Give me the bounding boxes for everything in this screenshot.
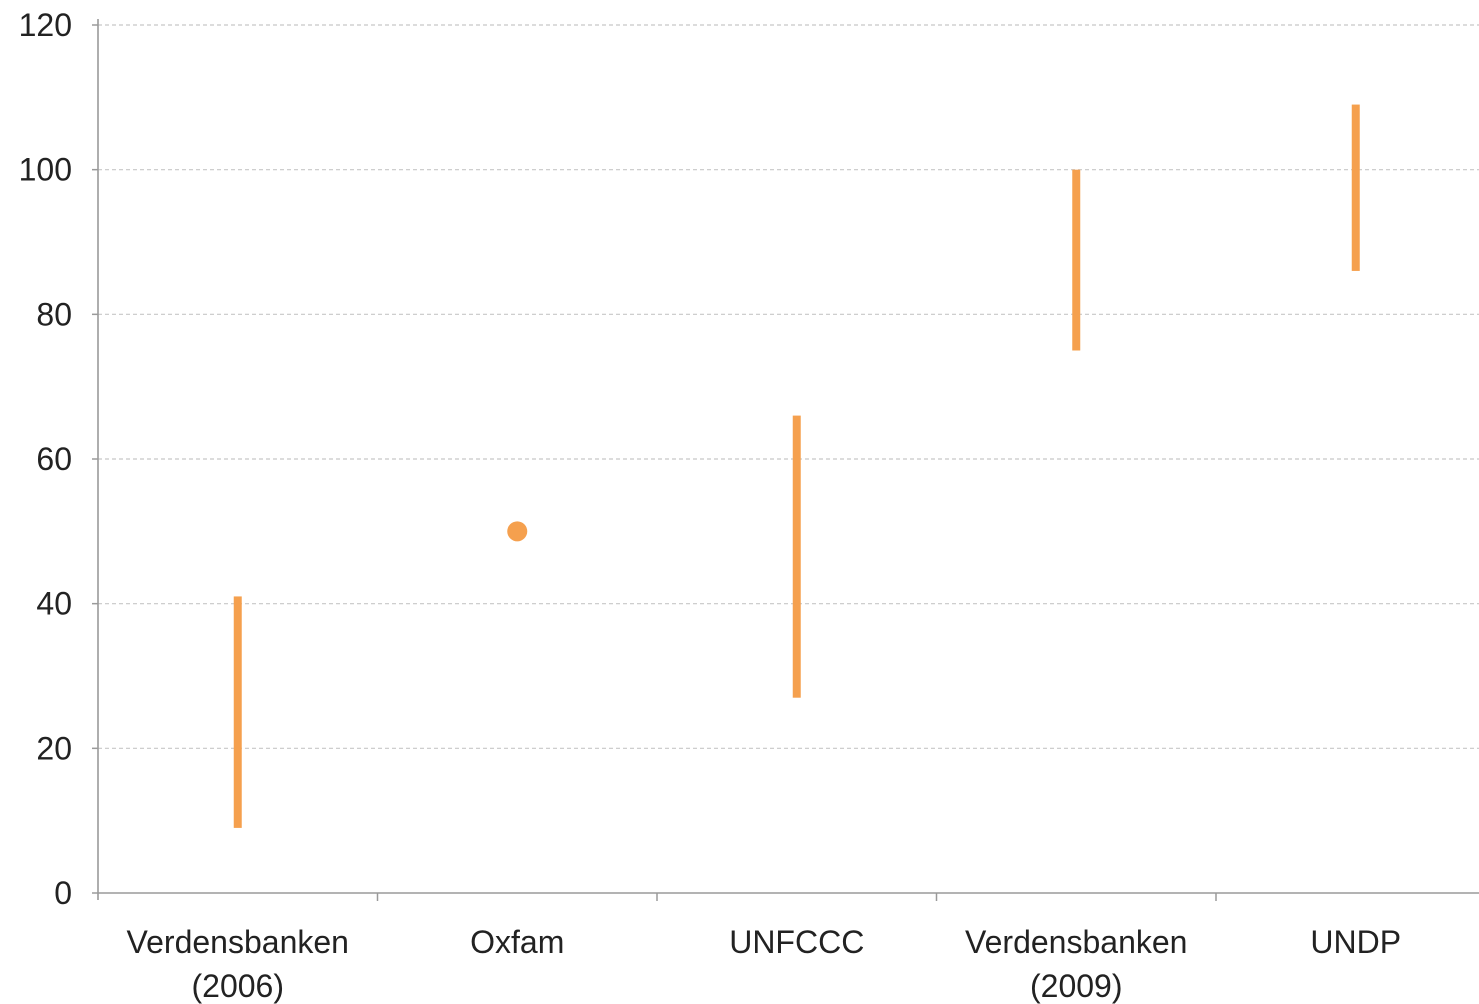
- y-tick-labels: 0 20 40 60 80 100 120: [19, 7, 72, 911]
- x-category-label: UNDP: [1310, 924, 1401, 960]
- x-category-label: UNFCCC: [729, 924, 864, 960]
- y-tick-label: 80: [36, 296, 72, 332]
- x-category-label: (2006): [192, 968, 285, 1004]
- x-category-label: Oxfam: [470, 924, 564, 960]
- y-tick-label: 100: [19, 152, 72, 188]
- axes: [92, 19, 1479, 901]
- y-tick-label: 0: [54, 875, 72, 911]
- x-category-label: Verdensbanken: [965, 924, 1187, 960]
- y-tick-label: 20: [36, 730, 72, 766]
- range-bar: [1072, 169, 1081, 351]
- x-category-label: Verdensbanken: [127, 924, 349, 960]
- y-tick-label: 60: [36, 441, 72, 477]
- x-category-labels: Verdensbanken (2006) Oxfam UNFCCC Verdensban…: [127, 924, 1402, 1004]
- range-marks: [233, 104, 1360, 828]
- y-tick-label: 120: [19, 7, 72, 43]
- x-category-label: (2009): [1030, 968, 1123, 1004]
- y-tick-label: 40: [36, 586, 72, 622]
- range-bar: [233, 596, 242, 828]
- range-bar: [1351, 104, 1360, 271]
- range-point: [507, 521, 528, 542]
- gridlines: [98, 24, 1479, 749]
- range-bar: [792, 415, 801, 698]
